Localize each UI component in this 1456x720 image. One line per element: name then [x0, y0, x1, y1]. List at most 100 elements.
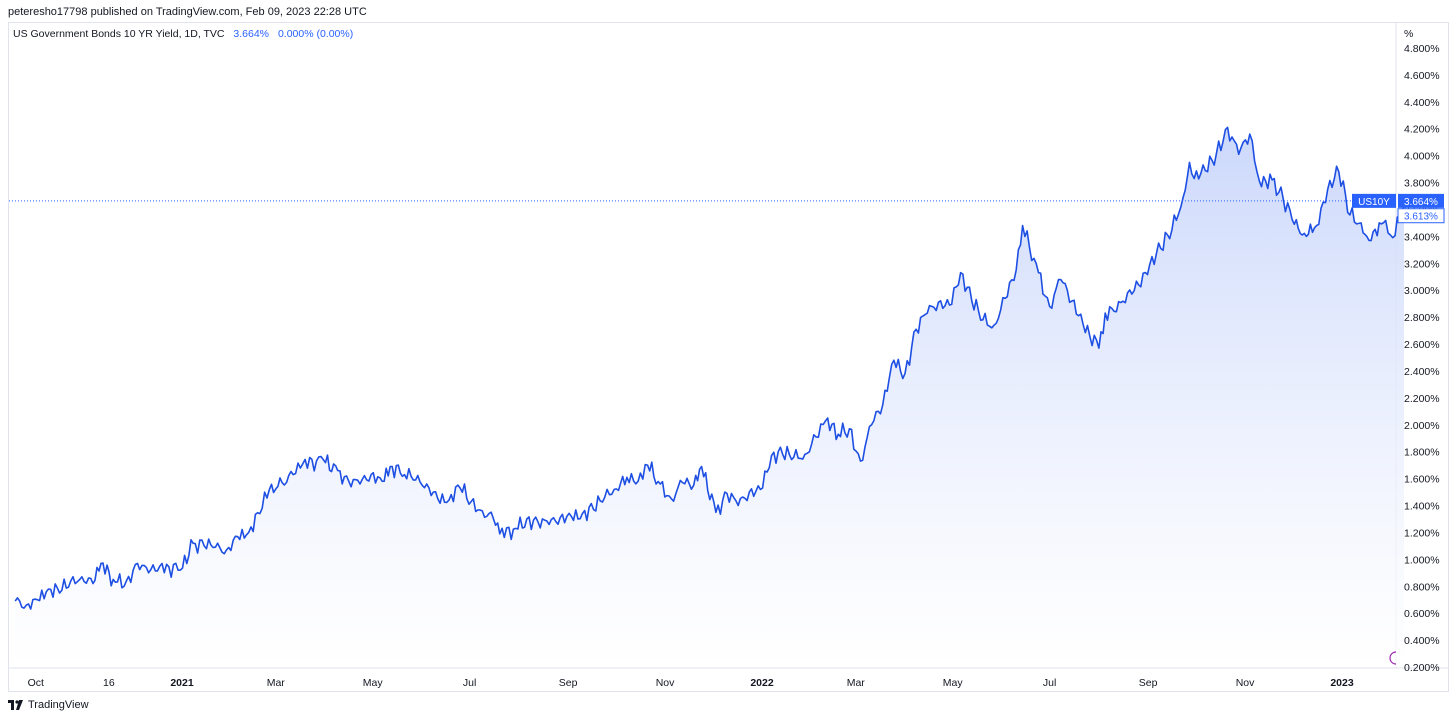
data-point — [1189, 162, 1191, 164]
data-point — [237, 536, 239, 538]
data-point — [982, 319, 984, 321]
ticker-badge — [1352, 193, 1396, 208]
data-point — [323, 459, 325, 461]
y-tick-label: 0.600% — [1404, 608, 1440, 620]
x-tick-label: 16 — [103, 677, 115, 689]
area-fill — [15, 127, 1405, 667]
data-point — [281, 482, 283, 484]
data-point — [971, 300, 973, 302]
data-point — [1049, 306, 1051, 308]
data-point — [159, 565, 161, 567]
data-point — [359, 483, 361, 485]
data-point — [1098, 347, 1100, 349]
data-point — [1116, 311, 1118, 313]
data-point — [1160, 248, 1162, 250]
y-tick-label: 4.400% — [1404, 97, 1440, 109]
y-tick-label: 4.000% — [1404, 151, 1440, 163]
last-price-badge — [1398, 193, 1444, 208]
footer-brand: TradingView — [28, 699, 89, 711]
data-point — [114, 581, 116, 583]
y-tick-label: 3.400% — [1404, 231, 1440, 243]
data-point — [389, 466, 391, 468]
data-point — [1392, 237, 1394, 239]
data-point — [470, 501, 472, 503]
x-tick-label: May — [943, 677, 964, 689]
data-point — [1022, 225, 1024, 227]
data-point — [1293, 223, 1295, 225]
data-point — [1327, 188, 1329, 190]
data-point — [582, 513, 584, 515]
data-point — [1004, 297, 1006, 299]
x-tick-label: Jul — [1043, 677, 1056, 689]
data-point — [915, 328, 917, 330]
data-point — [499, 533, 501, 535]
ideas-icon[interactable] — [1389, 651, 1397, 665]
data-point — [604, 497, 606, 499]
data-point — [1182, 197, 1184, 199]
published-header: peteresho17798 published on TradingView.… — [8, 6, 367, 18]
data-point — [825, 420, 827, 422]
data-point — [637, 480, 639, 482]
data-point — [949, 304, 951, 306]
data-point — [1171, 229, 1173, 231]
y-tick-label: 3.000% — [1404, 285, 1440, 297]
data-point — [526, 518, 528, 520]
y-tick-label: 1.600% — [1404, 474, 1440, 486]
data-point — [1038, 272, 1040, 274]
x-tick-label: 2022 — [750, 677, 774, 689]
data-point — [1071, 300, 1073, 302]
last-price-badge-label: 3.664% — [1404, 197, 1438, 208]
data-point — [993, 324, 995, 326]
x-tick-label: 2023 — [1330, 677, 1354, 689]
data-point — [1193, 178, 1195, 180]
data-point — [1301, 234, 1303, 236]
data-point — [1149, 264, 1151, 266]
data-point — [259, 513, 261, 515]
y-tick-label: 2.800% — [1404, 312, 1440, 324]
data-point — [426, 483, 428, 485]
y-tick-label: 3.200% — [1404, 258, 1440, 270]
data-point — [1282, 198, 1284, 200]
data-point — [537, 521, 539, 523]
x-tick-label: Mar — [267, 677, 286, 689]
data-point — [771, 455, 773, 457]
data-point — [493, 518, 495, 520]
data-point — [515, 528, 517, 530]
y-tick-label: 4.600% — [1404, 70, 1440, 82]
data-point — [782, 454, 784, 456]
x-tick-label: Nov — [1236, 677, 1255, 689]
prev-price-badge-label: 3.613% — [1404, 212, 1438, 223]
data-point — [1082, 323, 1084, 325]
data-point — [748, 491, 750, 493]
x-tick-label: Sep — [1139, 677, 1158, 689]
data-point — [192, 542, 194, 544]
data-point — [682, 482, 684, 484]
data-point — [180, 569, 182, 571]
data-point — [1138, 284, 1140, 286]
data-point — [1127, 292, 1129, 294]
chart-legend: US Government Bonds 10 YR Yield, 1D, TVC… — [13, 28, 353, 40]
data-point — [48, 588, 50, 590]
tradingview-logo-icon — [8, 699, 23, 710]
data-point — [302, 463, 304, 465]
data-point — [1382, 222, 1384, 224]
data-point — [593, 509, 595, 511]
data-point — [849, 428, 851, 430]
ticker-badge-label: US10Y — [1358, 197, 1390, 208]
data-point — [37, 599, 39, 601]
y-tick-label: 1.200% — [1404, 527, 1440, 539]
data-point — [671, 498, 673, 500]
data-point — [1238, 153, 1240, 155]
x-tick-label: Oct — [28, 677, 44, 689]
y-tick-label: 4.200% — [1404, 124, 1440, 136]
data-point — [381, 480, 383, 482]
data-point — [70, 580, 72, 582]
data-point — [1259, 180, 1261, 182]
series-line — [14, 126, 1405, 610]
data-point — [481, 510, 483, 512]
legend-symbol: US Government Bonds 10 YR Yield, 1D, TVC — [13, 28, 225, 40]
data-point — [337, 470, 339, 472]
data-point — [613, 489, 615, 491]
data-point — [760, 489, 762, 491]
